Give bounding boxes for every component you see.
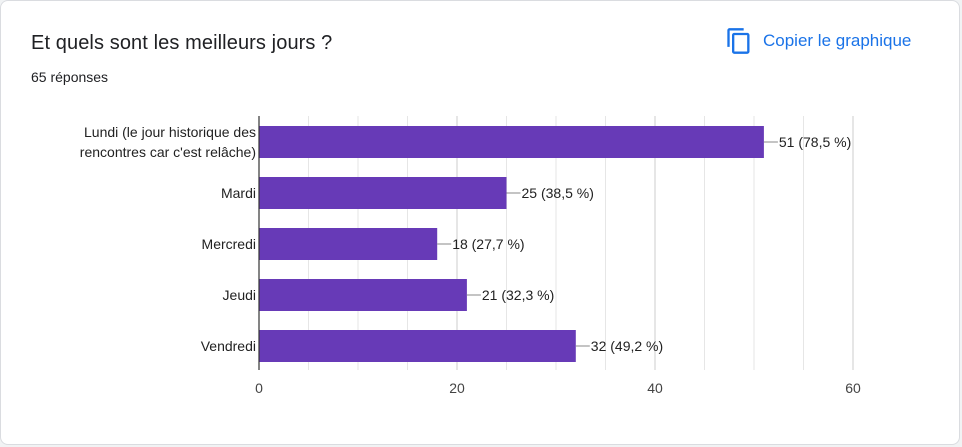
data-label: 25 (38,5 %) xyxy=(522,185,594,201)
category-label: Mercredi xyxy=(202,236,256,252)
category-label: Lundi (le jour historique des xyxy=(84,124,256,140)
x-tick-label: 0 xyxy=(255,380,263,396)
chart-labels: 0 20 40 60 51 (78,5 %) Lundi (le jour histori… xyxy=(80,116,861,396)
x-tick-label: 40 xyxy=(647,380,663,396)
bars xyxy=(259,126,764,362)
x-tick-label: 60 xyxy=(845,380,861,396)
bar xyxy=(259,279,467,311)
bar xyxy=(259,228,438,260)
data-label: 21 (32,3 %) xyxy=(482,287,554,303)
data-label: 32 (49,2 %) xyxy=(591,338,663,354)
category-label: rencontres car c'est relâche) xyxy=(80,144,256,160)
x-tick-label: 20 xyxy=(449,380,465,396)
category-label: Jeudi xyxy=(223,287,256,303)
bar xyxy=(259,177,507,209)
copy-icon xyxy=(727,28,750,54)
copy-chart-label: Copier le graphique xyxy=(763,31,912,50)
chart-title: Et quels sont les meilleurs jours ? xyxy=(31,32,333,54)
response-count: 65 réponses xyxy=(31,69,109,85)
category-label: Vendredi xyxy=(201,338,256,354)
bar xyxy=(259,126,764,158)
bar xyxy=(259,330,576,362)
data-label: 18 (27,7 %) xyxy=(452,236,524,252)
category-label: Mardi xyxy=(221,185,256,201)
data-label: 51 (78,5 %) xyxy=(779,134,851,150)
copy-chart-button[interactable]: Copier le graphique xyxy=(719,23,917,59)
